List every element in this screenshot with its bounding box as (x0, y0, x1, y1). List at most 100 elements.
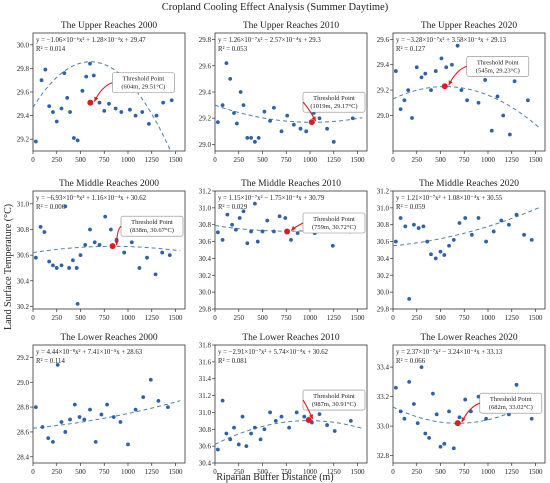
data-point (444, 65, 449, 70)
x-tick-label: 1250 (145, 468, 160, 476)
x-tick-label: 1500 (169, 468, 184, 476)
r-squared: R² = 0.114 (36, 358, 65, 365)
data-point (88, 227, 92, 232)
threshold-arrowhead (94, 96, 99, 102)
data-point (406, 88, 411, 92)
data-point (268, 410, 272, 415)
data-point (273, 418, 278, 423)
x-tick-label: 750 (281, 156, 292, 164)
data-point (141, 395, 146, 400)
x-tick-label: 1000 (303, 468, 318, 476)
data-point (393, 385, 398, 390)
data-point (287, 425, 291, 430)
data-point (65, 96, 70, 100)
data-point (304, 129, 309, 134)
data-point (253, 425, 257, 430)
y-tick-label: 30.2 (199, 272, 212, 280)
y-tick-label: 30.2 (17, 303, 30, 311)
x-tick-label: 1250 (145, 314, 160, 322)
data-point (237, 216, 242, 220)
y-tick-label: 29.4 (17, 112, 30, 120)
y-tick-label: 29.6 (17, 89, 30, 97)
data-point (279, 129, 284, 134)
data-point (63, 204, 68, 209)
x-tick-label: 1000 (481, 156, 496, 164)
panel-title: The Upper Reaches 2010 (243, 21, 340, 31)
y-tick-label: 31.0 (199, 409, 212, 417)
x-tick-label: 500 (435, 468, 446, 476)
data-point (240, 414, 245, 419)
data-point (258, 437, 263, 442)
threshold-label: Threshold Point (131, 219, 173, 226)
fit-curve (32, 61, 181, 152)
data-point (514, 212, 519, 217)
x-tick-label: 1500 (351, 156, 366, 164)
y-tick-label: 31.6 (199, 358, 212, 366)
threshold-coords: (987m, 30.91°C) (312, 401, 356, 408)
data-point (166, 405, 170, 410)
data-point (33, 139, 38, 144)
y-tick-label: 29.8 (377, 306, 390, 314)
panel-title: The Middle Reaches 2010 (241, 179, 341, 189)
data-point (507, 222, 511, 227)
y-tick-label: 31.2 (377, 188, 390, 196)
data-point (298, 126, 303, 131)
y-tick-label: 29.2 (17, 354, 30, 362)
x-tick-label: 0 (31, 468, 35, 476)
threshold-label: Threshold Point (123, 76, 165, 83)
y-tick-label: 29.0 (199, 141, 212, 149)
figure-title: Cropland Cooling Effect Analysis (Summer… (161, 2, 389, 13)
data-point (268, 118, 272, 123)
data-point (137, 266, 142, 270)
y-tick-label: 31.4 (199, 375, 212, 383)
y-tick-label: 30.6 (377, 238, 390, 246)
fit-curve (214, 420, 363, 445)
threshold-coords: (1019m, 29.17°C) (310, 103, 357, 110)
y-tick-label: 29.0 (17, 379, 30, 387)
data-point (51, 439, 55, 444)
data-point (80, 88, 85, 93)
data-point (47, 259, 52, 264)
r-squared: R² = 0.014 (36, 46, 66, 53)
data-point (43, 67, 48, 72)
data-point (431, 391, 435, 396)
fit-curve (392, 206, 541, 247)
data-point (507, 132, 512, 137)
y-tick-label: 29.2 (199, 115, 212, 123)
data-point (491, 229, 496, 234)
data-point (99, 412, 104, 417)
data-point (463, 397, 468, 402)
x-tick-label: 1000 (303, 314, 318, 322)
x-tick-label: 250 (412, 314, 423, 322)
x-tick-label: 1500 (351, 314, 366, 322)
panel-frame (214, 344, 368, 464)
data-point (529, 416, 534, 421)
panel-title: The Upper Reaches 2020 (421, 21, 518, 31)
threshold-label: Threshold Point (313, 216, 355, 223)
x-tick-label: 0 (391, 156, 395, 164)
data-point (514, 382, 519, 387)
y-tick-label: 32.8 (377, 452, 390, 460)
x-tick-label: 0 (391, 468, 395, 476)
data-point (414, 65, 419, 70)
data-point (294, 410, 299, 415)
data-point (111, 415, 116, 419)
x-tick-label: 500 (75, 156, 86, 164)
data-point (427, 436, 431, 440)
data-point (63, 430, 68, 434)
data-point (33, 405, 38, 410)
data-point (215, 447, 220, 452)
threshold-label: Threshold Point (313, 393, 355, 400)
panel-title: The Lower Reaches 2010 (242, 333, 340, 343)
panel-frame (214, 190, 368, 310)
x-tick-label: 1500 (529, 314, 544, 322)
data-point (447, 409, 451, 414)
data-point (433, 69, 438, 73)
data-point (167, 253, 172, 258)
data-point (68, 110, 72, 114)
x-axis-label: Riparian Buffer Distance (m) (216, 472, 334, 483)
fit-curve (32, 400, 181, 429)
panel-title: The Upper Reaches 2000 (61, 21, 158, 31)
x-tick-label: 0 (213, 314, 217, 322)
data-point (291, 122, 296, 127)
